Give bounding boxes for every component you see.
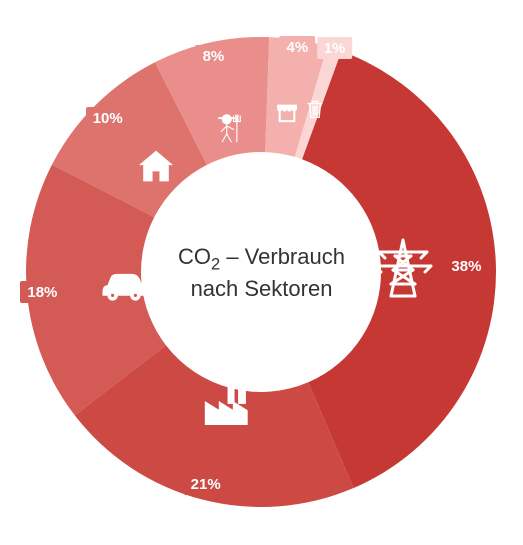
pct-label-transport: 18% xyxy=(20,281,64,303)
donut-chart: CO2 – Verbrauch nach Sektoren 38% 21% 18… xyxy=(0,0,523,545)
house-icon xyxy=(136,146,176,186)
transmission-tower-icon xyxy=(371,236,435,300)
pct-label-agriculture: 8% xyxy=(196,45,232,67)
pct-label-households: 10% xyxy=(86,107,130,129)
pct-label-waste: 1% xyxy=(317,37,353,59)
pct-label-industry: 21% xyxy=(184,473,228,495)
pct-label-commerce: 4% xyxy=(280,36,316,58)
car-icon xyxy=(98,258,150,310)
shop-icon xyxy=(274,100,300,126)
pct-label-energy: 38% xyxy=(444,255,488,277)
factory-icon xyxy=(200,372,256,428)
trash-icon xyxy=(304,98,326,120)
farmer-icon xyxy=(211,108,247,144)
